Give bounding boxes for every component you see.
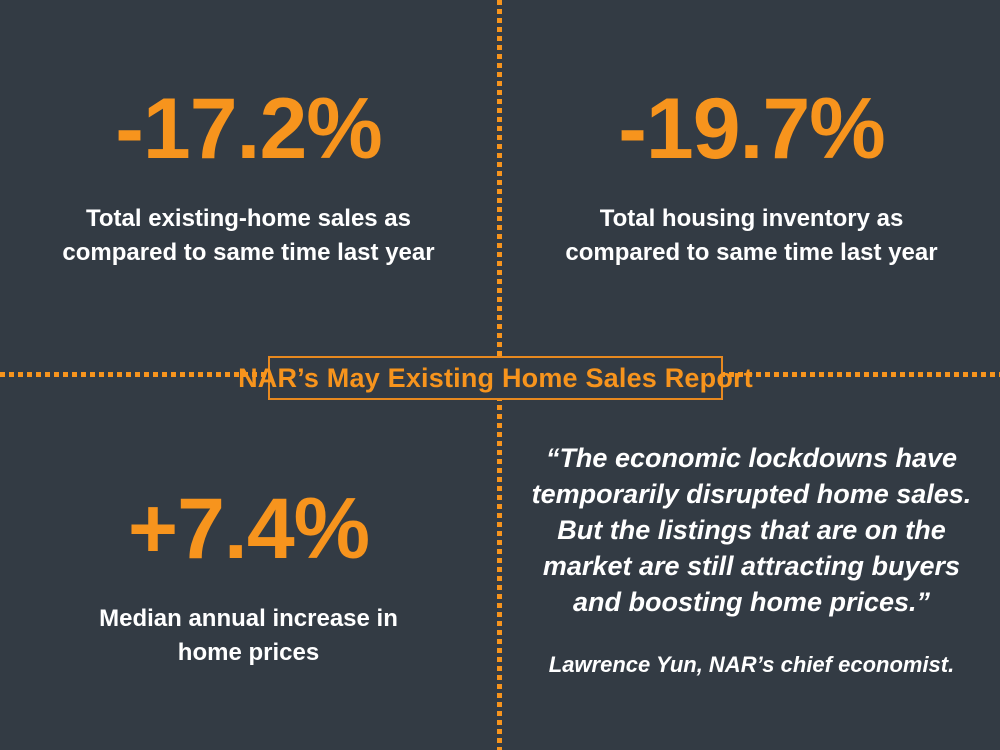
report-title: NAR’s May Existing Home Sales Report	[238, 362, 753, 393]
stat-value-housing-inventory: -19.7%	[618, 81, 886, 177]
stat-caption-existing-home-sales: Total existing-home sales as compared to…	[62, 205, 435, 266]
report-title-box: NAR’s May Existing Home Sales Report	[238, 356, 753, 400]
stat-median-price-increase: +7.4% Median annual increase in home pri…	[0, 486, 497, 670]
stat-value-existing-home-sales: -17.2%	[115, 81, 383, 177]
stat-value-median-price-increase: +7.4%	[127, 481, 370, 577]
stat-housing-inventory: -19.7% Total housing inventory as compar…	[503, 86, 1000, 270]
stat-existing-home-sales: -17.2% Total existing-home sales as comp…	[0, 86, 497, 270]
quote-block: “The economic lockdowns have temporarily…	[503, 440, 1000, 678]
stat-caption-housing-inventory: Total housing inventory as compared to s…	[565, 205, 938, 266]
stat-caption-median-price-increase: Median annual increase in home prices	[99, 605, 398, 666]
quote-attribution: Lawrence Yun, NAR’s chief economist.	[548, 652, 955, 677]
quote-text: “The economic lockdowns have temporarily…	[531, 443, 972, 617]
